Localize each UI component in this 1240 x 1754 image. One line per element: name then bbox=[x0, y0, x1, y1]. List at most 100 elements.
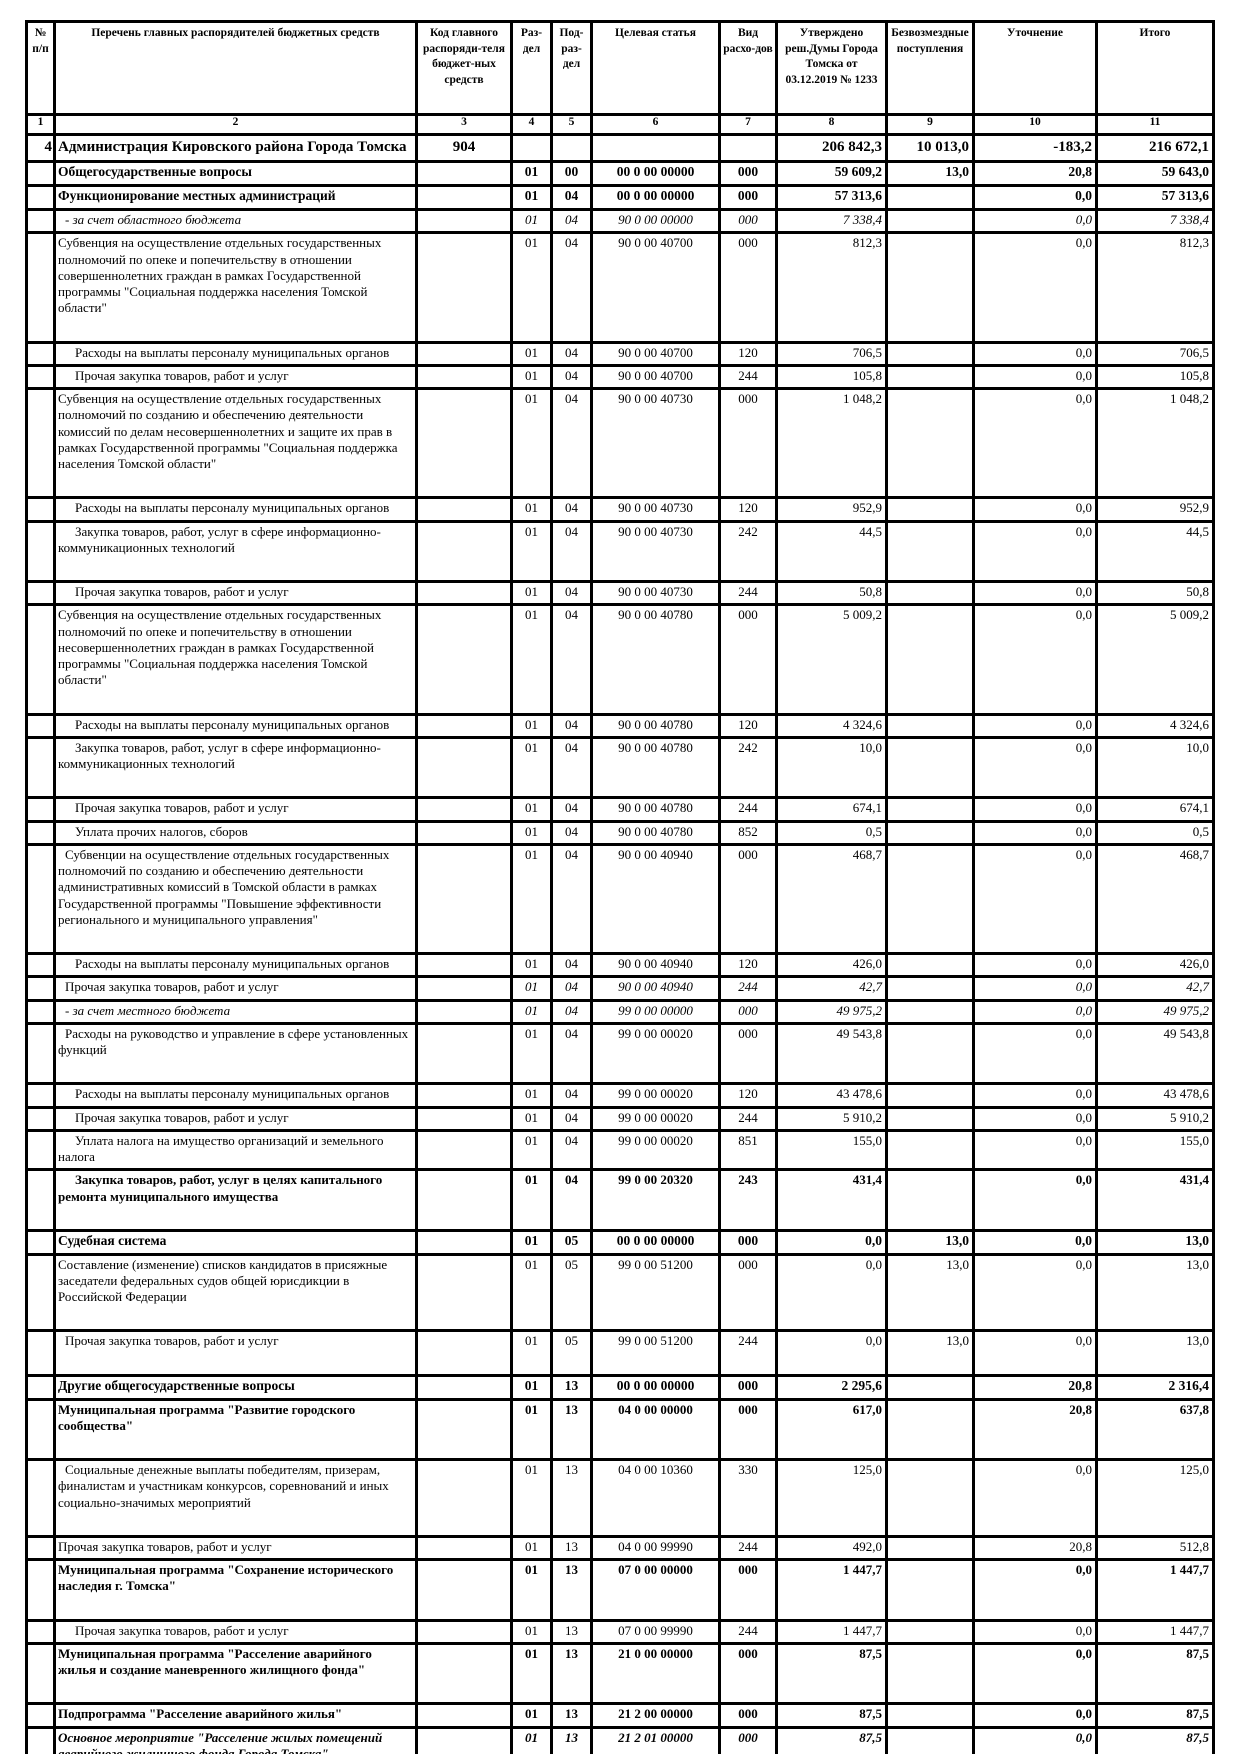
cell-subsection: 13 bbox=[550, 1397, 593, 1461]
cell-subsection: 05 bbox=[550, 1252, 593, 1333]
table-row: Муниципальная программа "Сохранение исто… bbox=[25, 1558, 1215, 1622]
cell-total: 1 447,7 bbox=[1095, 1618, 1215, 1645]
cell-target-article: 21 2 01 00000 bbox=[590, 1725, 721, 1754]
cell-section: 01 bbox=[510, 1397, 553, 1461]
cell-adjustment: 20,8 bbox=[972, 1373, 1098, 1401]
cell-gratuitous bbox=[885, 796, 975, 823]
cell-gratuitous bbox=[885, 842, 975, 956]
col-header-approved: Утверждено реш.Думы Города Томска от 03.… bbox=[775, 20, 888, 116]
cell-total: 10,0 bbox=[1095, 735, 1215, 800]
table-row: Субвенции на осуществление отдельных гос… bbox=[25, 842, 1215, 956]
cell-approved: 87,5 bbox=[775, 1641, 888, 1706]
cell-gratuitous bbox=[885, 1458, 975, 1538]
cell-code bbox=[415, 207, 513, 235]
cell-row-index bbox=[25, 1082, 56, 1109]
cell-subsection: 04 bbox=[550, 579, 593, 607]
cell-subsection: 04 bbox=[550, 712, 593, 739]
table-row: 4 Администрация Кировского района Города … bbox=[25, 132, 1215, 164]
cell-row-index bbox=[25, 1397, 56, 1461]
cell-name: Уплата прочих налогов, сборов bbox=[53, 819, 418, 846]
cell-gratuitous: 10 013,0 bbox=[885, 132, 975, 164]
cell-name: Составление (изменение) списков кандидат… bbox=[53, 1252, 418, 1333]
cell-expense-type: 000 bbox=[718, 1397, 778, 1461]
cell-row-index bbox=[25, 207, 56, 235]
cell-target-article: 99 0 00 00020 bbox=[590, 1082, 721, 1109]
cell-row-index bbox=[25, 998, 56, 1025]
cell-gratuitous bbox=[885, 1397, 975, 1461]
cell-code bbox=[415, 386, 513, 500]
table-row: - за счет областного бюджета 01 04 90 0 00 … bbox=[25, 207, 1215, 235]
cell-total: 5 910,2 bbox=[1095, 1105, 1215, 1132]
cell-subsection: 00 bbox=[550, 160, 593, 188]
cell-expense-type: 000 bbox=[718, 1725, 778, 1754]
cell-approved: 5 009,2 bbox=[775, 603, 888, 716]
cell-gratuitous bbox=[885, 363, 975, 391]
cell-target-article: 90 0 00 40780 bbox=[590, 712, 721, 739]
cell-approved: 2 295,6 bbox=[775, 1373, 888, 1401]
cell-name: Муниципальная программа "Развитие городс… bbox=[53, 1397, 418, 1461]
cell-name: Субвенция на осуществление отдельных гос… bbox=[53, 603, 418, 716]
table-row: Прочая закупка товаров, работ и услуг 01 0… bbox=[25, 975, 1215, 1002]
cell-row-index bbox=[25, 1373, 56, 1401]
cell-adjustment: 0,0 bbox=[972, 231, 1098, 344]
cell-section: 01 bbox=[510, 1373, 553, 1401]
cell-target-article: 00 0 00 00000 bbox=[590, 1373, 721, 1401]
cell-code bbox=[415, 712, 513, 739]
cell-adjustment: 0,0 bbox=[972, 1128, 1098, 1172]
cell-section: 01 bbox=[510, 160, 553, 188]
cell-subsection: 04 bbox=[550, 519, 593, 583]
cell-name: Другие общегосударственные вопросы bbox=[53, 1373, 418, 1401]
cell-adjustment: 0,0 bbox=[972, 386, 1098, 500]
cell-code bbox=[415, 1082, 513, 1109]
col-header-section: Раз-дел bbox=[510, 20, 553, 116]
cell-gratuitous bbox=[885, 184, 975, 211]
cell-name: - за счет местного бюджета bbox=[53, 998, 418, 1025]
cell-adjustment: 0,0 bbox=[972, 579, 1098, 607]
cell-subsection: 13 bbox=[550, 1618, 593, 1645]
cell-name: Основное мероприятие "Расселение жилых п… bbox=[53, 1725, 418, 1754]
cell-code bbox=[415, 951, 513, 979]
cell-row-index bbox=[25, 160, 56, 188]
cell-expense-type: 243 bbox=[718, 1168, 778, 1232]
cell-row-index bbox=[25, 796, 56, 823]
cell-section: 01 bbox=[510, 1641, 553, 1706]
cell-adjustment: 0,0 bbox=[972, 975, 1098, 1002]
cell-expense-type: 852 bbox=[718, 819, 778, 846]
cell-row-index bbox=[25, 340, 56, 367]
table-row: Расходы на выплаты персоналу муниципальн… bbox=[25, 340, 1215, 367]
cell-section: 01 bbox=[510, 819, 553, 846]
cell-name: Муниципальная программа "Расселение авар… bbox=[53, 1641, 418, 1706]
cell-expense-type: 330 bbox=[718, 1458, 778, 1538]
cell-subsection: 04 bbox=[550, 842, 593, 956]
cell-approved: 0,0 bbox=[775, 1329, 888, 1377]
cell-target-article: 90 0 00 00000 bbox=[590, 207, 721, 235]
cell-section: 01 bbox=[510, 712, 553, 739]
cell-row-index bbox=[25, 1558, 56, 1622]
cell-gratuitous bbox=[885, 603, 975, 716]
cell-name: Расходы на выплаты персоналу муниципальн… bbox=[53, 1082, 418, 1109]
cell-name: Администрация Кировского района Города Т… bbox=[53, 132, 418, 164]
cell-subsection: 04 bbox=[550, 340, 593, 367]
cell-code bbox=[415, 735, 513, 800]
col-header-name: Перечень главных распорядителей бюджетны… bbox=[53, 20, 418, 116]
cell-adjustment: 0,0 bbox=[972, 1618, 1098, 1645]
cell-code bbox=[415, 340, 513, 367]
cell-subsection: 13 bbox=[550, 1534, 593, 1562]
table-row: Составление (изменение) списков кандидат… bbox=[25, 1252, 1215, 1333]
cell-code bbox=[415, 519, 513, 583]
cell-name: Прочая закупка товаров, работ и услуг bbox=[53, 579, 418, 607]
cell-name: Закупка товаров, работ, услуг в сфере ин… bbox=[53, 519, 418, 583]
cell-expense-type: 000 bbox=[718, 231, 778, 344]
cell-section: 01 bbox=[510, 1128, 553, 1172]
cell-adjustment: 0,0 bbox=[972, 1641, 1098, 1706]
cell-expense-type: 244 bbox=[718, 363, 778, 391]
cell-code bbox=[415, 1128, 513, 1172]
cell-gratuitous bbox=[885, 1641, 975, 1706]
cell-expense-type: 851 bbox=[718, 1128, 778, 1172]
cell-approved: 42,7 bbox=[775, 975, 888, 1002]
cell-code bbox=[415, 184, 513, 211]
cell-expense-type: 244 bbox=[718, 796, 778, 823]
cell-approved: 125,0 bbox=[775, 1458, 888, 1538]
table-body: 4 Администрация Кировского района Города … bbox=[25, 132, 1215, 1754]
